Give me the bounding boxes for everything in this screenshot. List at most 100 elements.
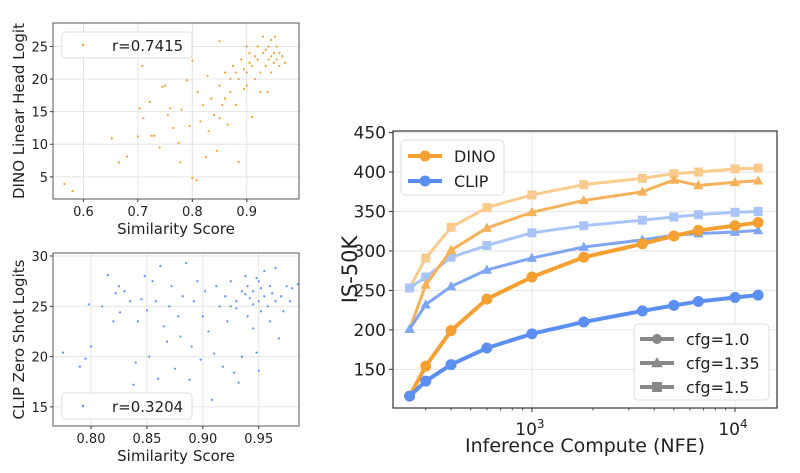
data-point: [481, 293, 493, 305]
data-point: [282, 310, 285, 313]
legend-marker: [651, 357, 663, 368]
data-point: [204, 156, 208, 159]
data-point: [242, 68, 246, 71]
data-point: [526, 206, 538, 217]
y-tick-label: 250: [354, 281, 386, 301]
x-axis-label: Similarity Score: [117, 220, 235, 238]
y-tick-label: 15: [31, 106, 48, 121]
x-tick-label: 0.90: [188, 432, 217, 447]
data-point: [215, 285, 218, 288]
data-point: [148, 355, 151, 358]
data-point: [245, 84, 248, 87]
data-point: [752, 175, 764, 185]
data-point: [224, 295, 227, 298]
data-point: [153, 134, 156, 137]
y-tick-label: 30: [31, 250, 48, 265]
data-point: [296, 283, 299, 286]
data-point: [172, 126, 175, 130]
x-tick-label: 0.95: [244, 432, 273, 447]
data-point: [192, 300, 195, 303]
data-point: [257, 280, 260, 283]
data-point: [117, 285, 121, 288]
data-point: [526, 271, 538, 283]
data-point: [257, 300, 260, 303]
data-point: [404, 323, 415, 333]
data-point: [264, 48, 267, 51]
data-point: [730, 207, 740, 217]
data-point: [199, 358, 202, 361]
data-point: [752, 217, 764, 229]
legend-label: DINO: [454, 147, 496, 166]
data-point: [753, 206, 763, 216]
data-point: [112, 320, 115, 323]
x-tick-label: 0.6: [73, 205, 94, 220]
data-point: [202, 104, 205, 107]
data-point: [668, 299, 680, 311]
data-point: [253, 55, 257, 58]
data-point: [165, 340, 169, 343]
data-point: [693, 180, 704, 190]
data-point: [420, 299, 431, 309]
data-point: [110, 137, 113, 140]
data-point: [283, 61, 286, 64]
data-point: [445, 244, 457, 254]
data-point: [223, 71, 227, 74]
data-point: [278, 64, 281, 68]
data-point: [263, 270, 266, 273]
data-point: [148, 100, 151, 103]
legend-label: cfg=1.5: [686, 378, 749, 397]
data-point: [261, 35, 265, 38]
data-point: [199, 120, 202, 123]
data-point: [233, 371, 236, 374]
axes-frame: [392, 130, 778, 409]
x-tick-label: 104: [718, 417, 747, 440]
data-point: [145, 309, 149, 312]
data-point: [693, 210, 703, 220]
data-point: [229, 280, 232, 283]
y-axis-label: CLIP Zero Shot Logits: [10, 259, 28, 419]
x-tick-label: 0.85: [132, 432, 161, 447]
data-point: [752, 289, 764, 301]
data-point: [256, 45, 259, 48]
y-tick-label: 20: [31, 351, 48, 366]
data-point: [63, 182, 66, 186]
data-point: [668, 174, 680, 184]
y-tick-label: 450: [354, 124, 386, 144]
data-point: [259, 90, 262, 94]
data-point: [692, 224, 704, 236]
data-point: [272, 51, 276, 55]
data-point: [206, 74, 209, 77]
data-point: [84, 357, 87, 360]
data-point: [729, 292, 741, 304]
data-point: [420, 279, 431, 289]
data-point: [237, 381, 240, 384]
data-point: [636, 305, 648, 317]
data-point: [136, 320, 140, 323]
data-point: [578, 251, 590, 263]
data-point: [212, 352, 216, 355]
data-point: [404, 390, 416, 402]
data-point: [420, 360, 432, 372]
data-point: [445, 281, 457, 291]
data-point: [482, 203, 492, 213]
data-point: [158, 146, 161, 149]
data-point: [229, 90, 232, 94]
data-point: [259, 287, 263, 290]
data-point: [114, 292, 117, 295]
data-point: [753, 163, 763, 173]
y-axis-label: IS-50K: [338, 234, 362, 303]
data-point: [244, 275, 247, 278]
data-point: [526, 328, 538, 340]
axes-frame: [52, 22, 300, 200]
data-point: [729, 176, 741, 187]
data-point: [729, 220, 741, 232]
data-point: [226, 123, 229, 126]
data-point: [181, 295, 184, 298]
data-point: [212, 113, 216, 117]
data-point: [248, 51, 251, 55]
legend-label: r=0.3204: [112, 398, 183, 416]
data-point: [237, 77, 240, 81]
axes-frame: [52, 252, 300, 427]
data-point: [278, 51, 281, 55]
